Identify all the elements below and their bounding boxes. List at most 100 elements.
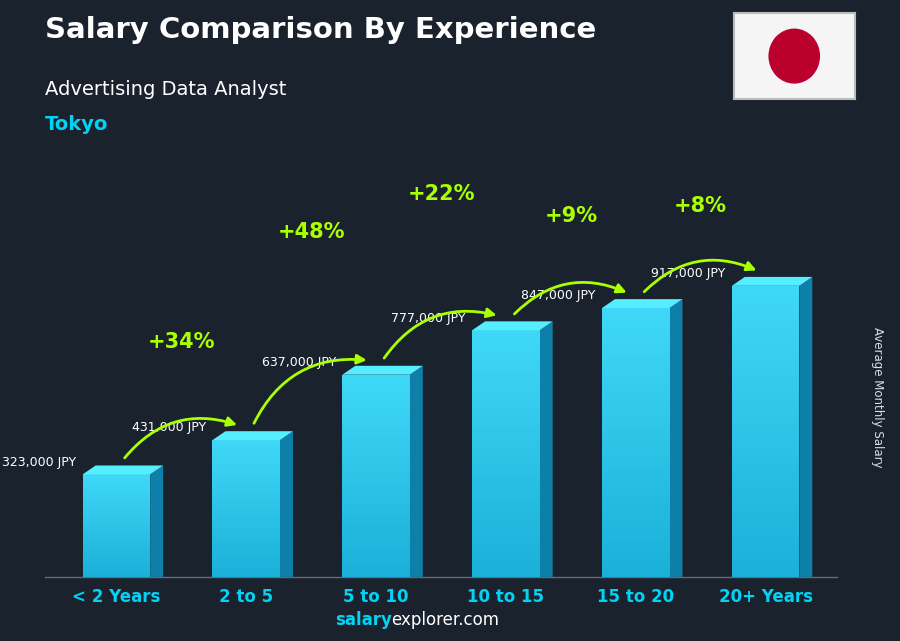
Bar — [472, 478, 540, 482]
Bar — [342, 385, 410, 388]
Bar — [602, 411, 670, 415]
Bar — [212, 556, 280, 559]
Bar — [602, 554, 670, 559]
Bar — [472, 396, 540, 400]
Polygon shape — [83, 465, 163, 474]
Bar — [342, 550, 410, 553]
Bar — [732, 329, 799, 335]
Bar — [212, 568, 280, 570]
Bar — [602, 572, 670, 577]
Bar — [472, 408, 540, 412]
Text: 637,000 JPY: 637,000 JPY — [262, 356, 336, 369]
Bar — [342, 405, 410, 408]
Bar — [602, 541, 670, 545]
Bar — [732, 538, 799, 543]
Bar — [732, 305, 799, 310]
Bar — [472, 441, 540, 445]
Bar — [212, 515, 280, 518]
Bar — [212, 561, 280, 563]
Polygon shape — [602, 299, 682, 308]
Bar — [342, 429, 410, 432]
Bar — [342, 489, 410, 493]
Bar — [602, 384, 670, 388]
Bar — [342, 449, 410, 452]
Bar — [83, 508, 150, 510]
Bar — [342, 415, 410, 419]
Bar — [732, 490, 799, 494]
Bar — [83, 487, 150, 488]
Text: 917,000 JPY: 917,000 JPY — [651, 267, 725, 280]
Bar — [472, 420, 540, 425]
Bar — [342, 479, 410, 483]
Bar — [602, 330, 670, 335]
Bar — [732, 422, 799, 426]
Bar — [342, 412, 410, 415]
Bar — [732, 524, 799, 528]
Bar — [602, 456, 670, 460]
FancyArrowPatch shape — [254, 355, 364, 423]
Bar — [342, 422, 410, 425]
Bar — [732, 451, 799, 456]
Bar — [732, 392, 799, 397]
Bar — [732, 485, 799, 490]
Bar — [472, 556, 540, 560]
Bar — [472, 573, 540, 577]
Bar — [472, 544, 540, 548]
Bar — [212, 543, 280, 545]
Bar — [83, 478, 150, 479]
Bar — [602, 393, 670, 397]
Text: Advertising Data Analyst: Advertising Data Analyst — [45, 80, 286, 99]
Text: +8%: +8% — [674, 196, 727, 217]
Bar — [342, 543, 410, 547]
Bar — [472, 404, 540, 408]
Bar — [472, 449, 540, 454]
Bar — [83, 483, 150, 485]
Bar — [83, 500, 150, 502]
Bar — [472, 379, 540, 384]
Bar — [83, 544, 150, 546]
Bar — [732, 504, 799, 509]
Bar — [732, 358, 799, 363]
Bar — [342, 476, 410, 479]
Bar — [732, 335, 799, 339]
Bar — [472, 371, 540, 376]
Text: Average Monthly Salary: Average Monthly Salary — [871, 327, 884, 468]
Bar — [212, 502, 280, 504]
Bar — [83, 479, 150, 481]
Bar — [212, 495, 280, 497]
Polygon shape — [212, 431, 293, 440]
Bar — [83, 488, 150, 490]
Bar — [732, 509, 799, 514]
Bar — [602, 317, 670, 322]
Bar — [342, 499, 410, 503]
Bar — [732, 403, 799, 407]
Bar — [83, 481, 150, 483]
Bar — [602, 388, 670, 393]
Bar — [472, 417, 540, 420]
Bar — [342, 526, 410, 529]
Bar — [472, 503, 540, 507]
Bar — [83, 522, 150, 524]
Bar — [732, 543, 799, 548]
Text: Tokyo: Tokyo — [45, 115, 108, 135]
Bar — [732, 494, 799, 499]
Bar — [212, 563, 280, 565]
Bar — [732, 519, 799, 524]
Bar — [732, 460, 799, 465]
Bar — [602, 496, 670, 501]
Bar — [83, 560, 150, 562]
Bar — [83, 510, 150, 512]
Bar — [732, 514, 799, 519]
Bar — [212, 554, 280, 556]
Text: explorer.com: explorer.com — [392, 612, 500, 629]
Bar — [732, 315, 799, 320]
Bar — [602, 550, 670, 554]
Bar — [342, 493, 410, 496]
Bar — [83, 565, 150, 567]
Bar — [342, 435, 410, 438]
Bar — [472, 499, 540, 503]
Bar — [212, 511, 280, 513]
Polygon shape — [670, 299, 682, 577]
Bar — [212, 465, 280, 467]
Bar — [342, 516, 410, 520]
